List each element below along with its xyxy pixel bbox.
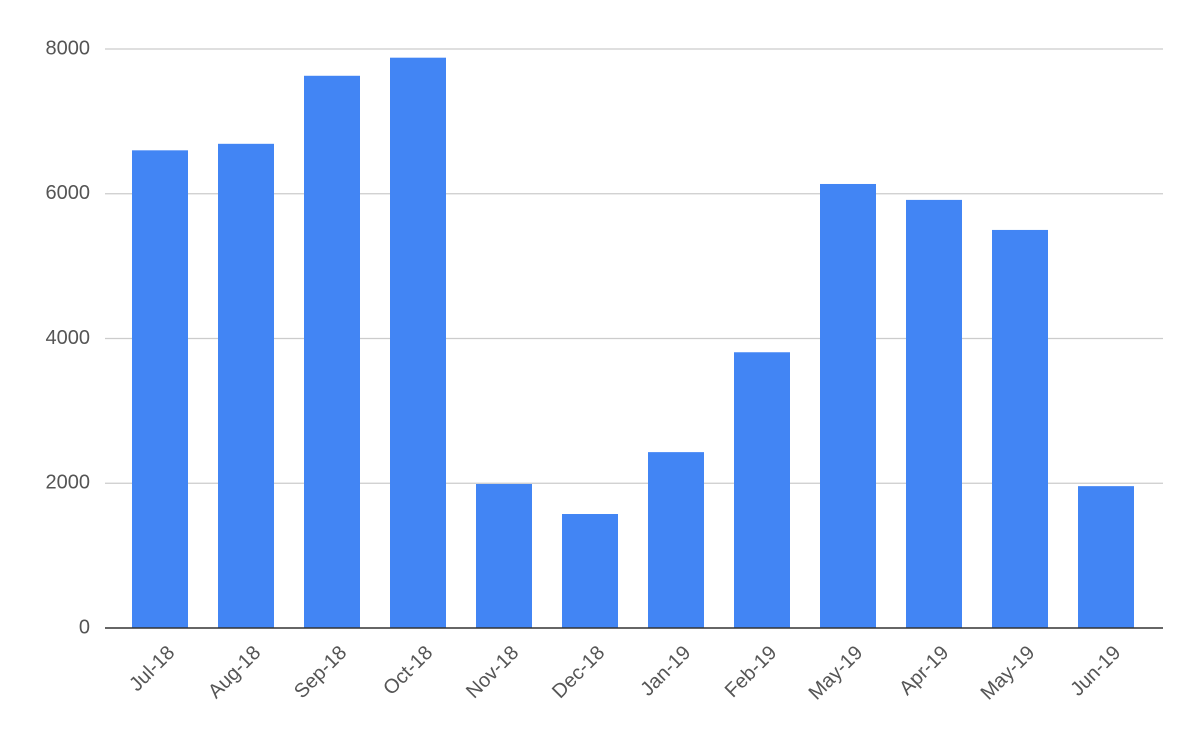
bar	[820, 183, 876, 628]
bar	[476, 483, 532, 628]
y-tick-label: 0	[79, 616, 90, 638]
x-tick-label: Nov-18	[462, 642, 523, 703]
y-tick-label: 4000	[46, 327, 91, 349]
bar	[906, 199, 962, 629]
x-tick-label: Aug-18	[204, 642, 265, 703]
bar	[562, 514, 618, 628]
y-tick-label: 2000	[46, 472, 91, 494]
x-tick-label: Apr-19	[895, 642, 953, 700]
bar	[218, 143, 274, 628]
y-tick-label: 6000	[46, 182, 91, 204]
x-tick-label: Sep-18	[290, 642, 351, 703]
x-tick-label: Jul-18	[125, 642, 179, 696]
bar	[734, 352, 790, 628]
bar	[390, 57, 446, 629]
x-tick-label: Jun-19	[1066, 642, 1125, 701]
x-tick-label: Jan-19	[636, 642, 695, 701]
x-tick-label: May-19	[977, 642, 1040, 705]
bar	[304, 75, 360, 628]
bar	[648, 452, 704, 628]
bar	[1078, 486, 1134, 628]
x-tick-label: Oct-18	[379, 642, 437, 700]
x-tick-label: May-19	[805, 642, 868, 705]
bar	[132, 150, 188, 628]
bar	[992, 229, 1048, 628]
x-tick-label: Feb-19	[721, 642, 781, 702]
y-tick-label: 8000	[46, 37, 91, 59]
x-tick-label: Dec-18	[548, 642, 609, 703]
